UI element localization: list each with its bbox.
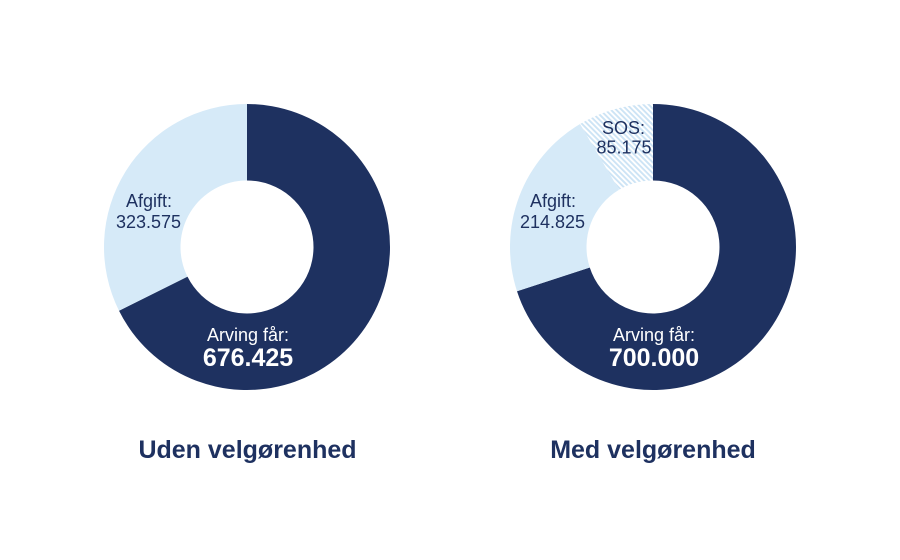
svg-text:700.000: 700.000 [609, 344, 699, 372]
svg-text:Uden velgørenhed: Uden velgørenhed [138, 436, 356, 464]
svg-text:Med velgørenhed: Med velgørenhed [550, 436, 756, 464]
svg-text:Arving får:: Arving får: [207, 325, 289, 345]
svg-text:Afgift:: Afgift: [530, 191, 576, 211]
svg-text:85.175: 85.175 [596, 138, 651, 158]
svg-text:Arving får:: Arving får: [613, 325, 695, 345]
svg-text:Afgift:: Afgift: [126, 191, 172, 211]
svg-text:323.575: 323.575 [116, 212, 181, 232]
svg-text:214.825: 214.825 [520, 212, 585, 232]
svg-text:676.425: 676.425 [203, 344, 293, 372]
svg-text:SOS:: SOS: [602, 118, 645, 138]
